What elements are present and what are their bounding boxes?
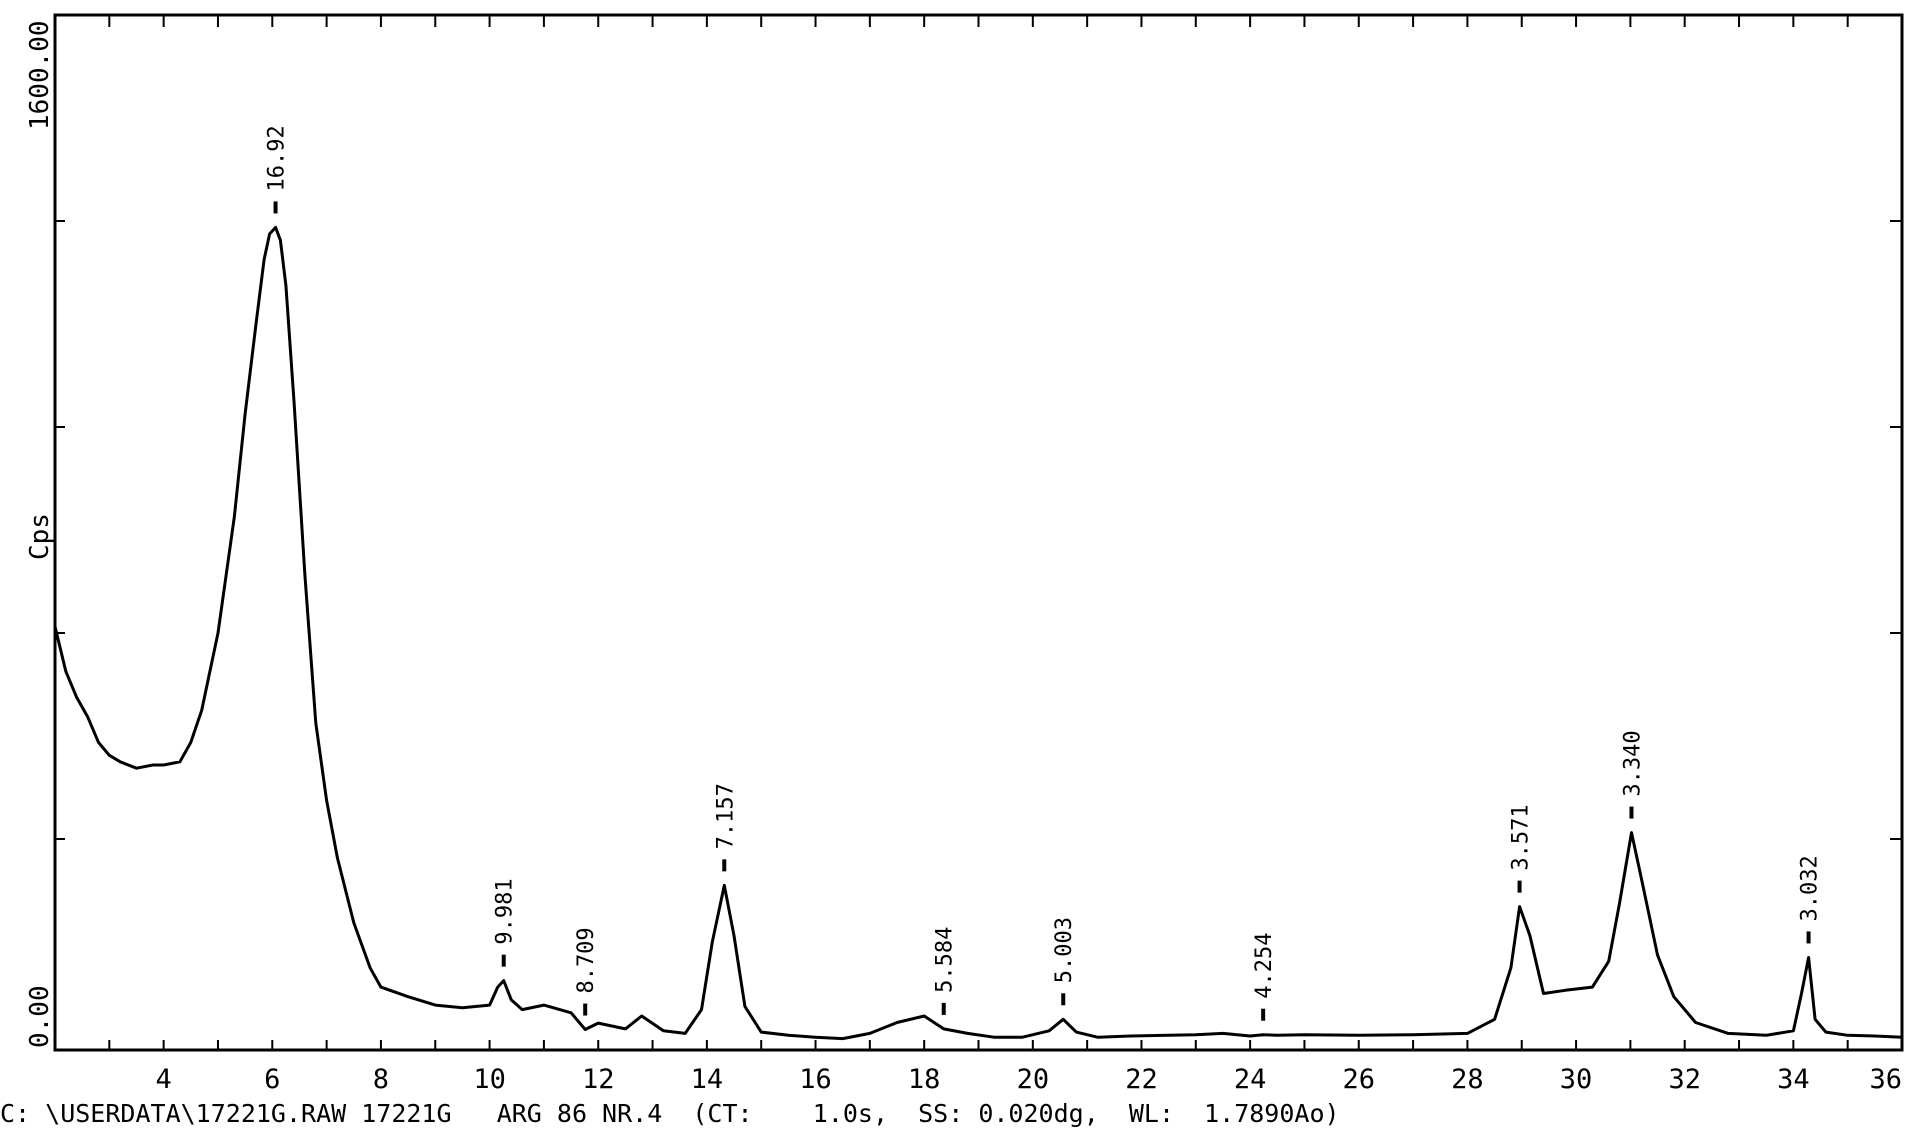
- x-tick-label: 36: [1869, 1064, 1902, 1095]
- x-tick-label: 30: [1560, 1064, 1593, 1095]
- x-tick-label: 34: [1777, 1064, 1810, 1095]
- peak-label: 3.032: [1798, 855, 1823, 921]
- peak-label: 4.254: [1252, 932, 1277, 998]
- x-tick-label: 6: [264, 1064, 280, 1095]
- x-tick-label: 8: [373, 1064, 389, 1095]
- x-tick-labels: 4 6 8 10 12 14 16 18 20 22 24 26 28 30 32 34 36: [156, 1064, 1902, 1095]
- x-tick-label: 20: [1017, 1064, 1050, 1095]
- y-min-label: 0.00: [25, 985, 55, 1048]
- peak-label: 3.340: [1620, 730, 1645, 796]
- x-tick-label: 10: [473, 1064, 506, 1095]
- x-tick-label: 32: [1668, 1064, 1701, 1095]
- peak-label: 16.92: [265, 125, 290, 191]
- x-tick-label: 24: [1234, 1064, 1267, 1095]
- peak-label: 7.157: [713, 783, 738, 849]
- x-tick-label: 22: [1125, 1064, 1158, 1095]
- axis-ticks: [55, 15, 1902, 1050]
- x-tick-label: 12: [582, 1064, 615, 1095]
- peak-label: 8.709: [574, 927, 599, 993]
- x-tick-label: 28: [1451, 1064, 1484, 1095]
- x-tick-label: 26: [1343, 1064, 1376, 1095]
- y-axis-label: Cps: [25, 513, 55, 560]
- peak-label: 5.584: [933, 927, 958, 993]
- diffractogram-line: [53, 225, 1903, 1041]
- x-tick-label: 16: [799, 1064, 832, 1095]
- x-tick-label: 14: [691, 1064, 724, 1095]
- peak-label: 9.981: [493, 878, 518, 944]
- peak-label: 5.003: [1052, 917, 1077, 983]
- plot-frame: [53, 13, 1904, 1052]
- x-tick-label: 18: [908, 1064, 941, 1095]
- x-tick-label: 4: [156, 1064, 172, 1095]
- file-footer: C: \USERDATA\17221G.RAW 17221G ARG 86 NR…: [0, 1099, 1340, 1128]
- peak-label: 3.571: [1509, 804, 1534, 870]
- peak-labels: 16.92 9.981 8.709 7.157 5.584 5.003 4.254 3.571…: [265, 125, 1823, 1021]
- y-max-label: 1600.00: [25, 20, 55, 130]
